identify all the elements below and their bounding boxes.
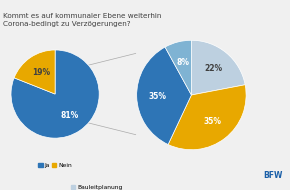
Wedge shape: [165, 40, 191, 95]
Text: 81%: 81%: [60, 111, 79, 120]
Wedge shape: [11, 50, 99, 138]
Text: 19%: 19%: [32, 68, 50, 77]
Legend: Ja, Nein: Ja, Nein: [36, 160, 74, 170]
Text: BFW: BFW: [263, 172, 283, 180]
Legend: Bauleitplanung, Planungsrechtschaffung / B-Pläne, Erteilung von Baugenehmigungen: Bauleitplanung, Planungsrechtschaffung /…: [68, 182, 182, 190]
Wedge shape: [191, 40, 245, 95]
Text: 35%: 35%: [203, 117, 221, 126]
Wedge shape: [168, 85, 246, 150]
Wedge shape: [14, 50, 55, 94]
Text: 22%: 22%: [204, 64, 222, 73]
Wedge shape: [137, 47, 191, 145]
Text: 35%: 35%: [148, 92, 166, 101]
Text: 8%: 8%: [176, 58, 189, 67]
Text: Kommt es auf kommunaler Ebene weiterhin
Corona-bedingt zu Verzögerungen?: Kommt es auf kommunaler Ebene weiterhin …: [3, 13, 161, 27]
